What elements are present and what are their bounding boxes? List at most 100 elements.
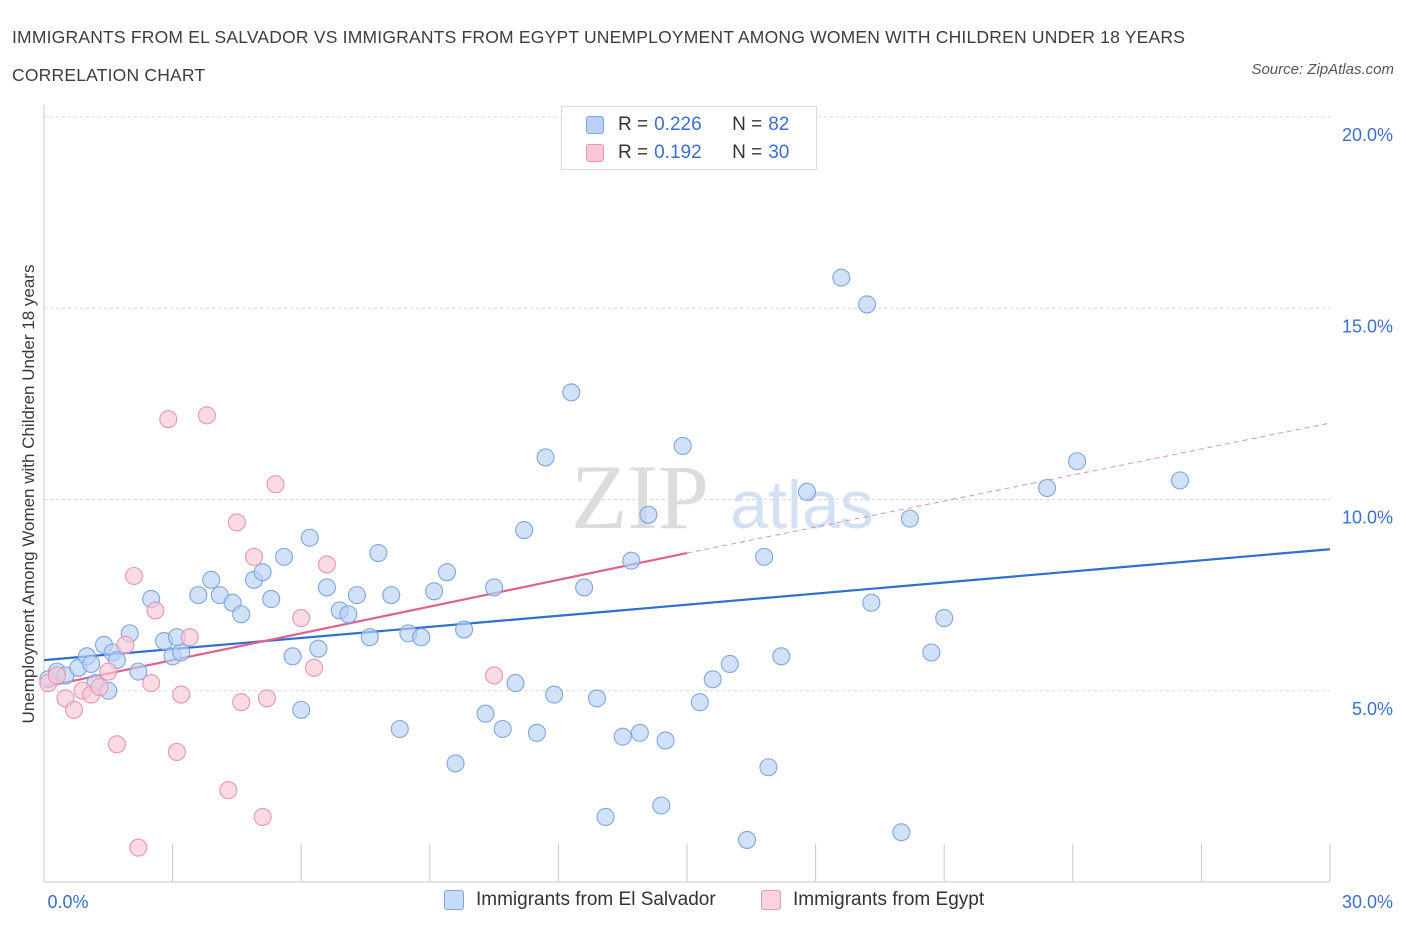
point-el-salvador [232,605,251,624]
series-legend: Immigrants from El Salvador Immigrants f… [0,889,1406,915]
point-el-salvador [360,628,379,647]
y-tick-label: 5.0% [1352,699,1393,719]
point-el-salvador [892,823,911,842]
point-el-salvador [369,543,388,563]
point-el-salvador [652,796,671,815]
point-el-salvador [673,436,692,456]
point-egypt [485,666,504,685]
y-tick-label: 10.0% [1342,508,1393,528]
legend-r-label: R = [618,142,649,163]
point-el-salvador [900,509,919,528]
point-egypt [99,662,118,681]
point-egypt [266,475,285,494]
series-legend-egypt: Immigrants from Egypt [761,889,984,911]
point-el-salvador [382,586,401,605]
point-el-salvador [202,570,221,589]
point-egypt [244,547,264,566]
axes [43,105,1331,883]
point-el-salvador [515,521,534,540]
point-el-salvador [1038,478,1057,498]
trend-lines [43,422,1331,689]
point-egypt [305,658,324,677]
point-el-salvador [545,685,564,704]
point-egypt [253,807,272,827]
point-egypt [129,838,148,857]
legend-row-egypt: R = 0.192 N = 30 [586,141,789,165]
legend-r-value: 0.192 [654,142,702,163]
point-egypt [172,685,191,704]
point-egypt [197,406,216,425]
point-el-salvador [425,582,444,601]
point-egypt [47,666,66,685]
point-el-salvador [575,578,594,597]
point-egypt [317,555,336,574]
point-el-salvador [720,654,739,674]
point-el-salvador [1068,452,1087,471]
point-el-salvador [493,719,512,739]
point-egypt [90,677,109,696]
point-egypt [167,742,186,762]
watermark-atlas: atlas [730,467,874,543]
point-el-salvador [639,505,658,524]
point-egypt [107,735,126,754]
point-el-salvador [630,723,649,742]
point-el-salvador [253,563,272,582]
point-el-salvador [622,551,641,570]
point-el-salvador [527,723,547,742]
point-el-salvador [390,719,409,739]
point-egypt [180,628,199,647]
point-egypt [232,693,251,712]
point-el-salvador [737,830,757,849]
point-el-salvador [347,586,366,605]
point-el-salvador [275,547,294,566]
watermark-zip: ZIP [571,446,709,548]
point-el-salvador [446,754,465,773]
point-el-salvador [283,647,302,666]
series-swatch-pink [761,890,781,910]
point-el-salvador [759,758,778,777]
point-el-salvador [309,639,328,658]
legend-row-el-salvador: R = 0.226 N = 82 [586,113,789,137]
point-el-salvador [455,620,474,639]
tick-labels: 5.0% 10.0% 15.0% 20.0% 0.0% 30.0% [47,125,1393,912]
legend-swatch-pink [586,144,604,162]
legend-n-label: N = [732,114,763,135]
y-tick-label: 15.0% [1342,316,1393,336]
trend-line-egypt [43,551,688,689]
point-el-salvador [189,586,208,605]
legend-r-value: 0.226 [654,114,702,135]
trend-line-egypt-extension [686,422,1331,554]
point-el-salvador [485,578,504,597]
point-el-salvador [935,609,954,628]
point-el-salvador [506,674,525,693]
point-egypt [219,781,238,800]
point-egypt [116,635,135,654]
point-el-salvador [536,448,555,467]
legend-n-label: N = [732,142,763,163]
point-egypt [142,674,161,693]
y-axis-label: Unemployment Among Women with Children U… [19,265,38,724]
x-tick-label: 30.0% [1342,892,1393,912]
stats-legend: R = 0.226 N = 82 R = 0.192 N = 30 [561,106,817,170]
point-egypt [227,513,246,532]
point-egypt [64,700,84,719]
point-el-salvador [262,589,281,609]
point-egypt [159,410,178,429]
point-el-salvador [129,662,148,681]
legend-r-label: R = [618,114,649,135]
point-el-salvador [292,700,311,719]
point-el-salvador [437,563,456,582]
watermark: ZIP atlas [571,446,874,548]
point-el-salvador [613,727,632,746]
data-points [39,268,1190,857]
point-el-salvador [755,547,774,566]
point-el-salvador [656,731,675,750]
point-el-salvador [857,295,877,314]
point-el-salvador [596,807,615,827]
chart-title: IMMIGRANTS FROM EL SALVADOR VS IMMIGRANT… [12,27,1186,85]
point-el-salvador [797,482,817,501]
point-el-salvador [922,643,941,662]
series-swatch-blue [444,890,464,910]
series-legend-label: Immigrants from Egypt [793,889,985,910]
